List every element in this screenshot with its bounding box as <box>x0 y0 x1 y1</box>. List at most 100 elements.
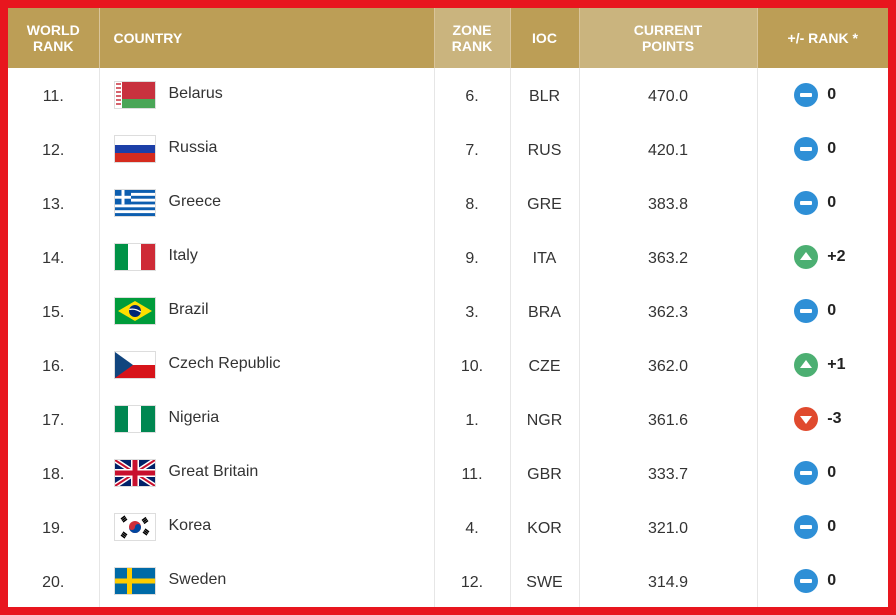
flag-italy-icon <box>113 243 156 271</box>
rank-change-cell: 0 <box>757 68 888 122</box>
rank-change-cell: 0 <box>757 122 888 176</box>
arrow-up-icon <box>794 352 819 377</box>
ioc-cell: NGR <box>510 392 580 446</box>
points-cell: 333.7 <box>579 446 758 500</box>
table-row: 16. Czech Republic 10. CZE 362.0 +1 <box>8 338 888 392</box>
rank-change-cell: 0 <box>757 554 888 607</box>
zone-rank-cell: 3. <box>434 284 511 338</box>
rank-change: 0 <box>794 190 851 215</box>
country-wrap: Czech Republic <box>113 351 434 379</box>
world-rank-cell: 18. <box>8 446 100 500</box>
rank-change-cell: +2 <box>757 230 888 284</box>
country-cell: Czech Republic <box>99 338 435 392</box>
arrow-up-icon <box>794 244 819 269</box>
rank-change-value: 0 <box>827 571 837 589</box>
zone-rank-cell: 12. <box>434 554 511 607</box>
ioc-cell: BLR <box>510 68 580 122</box>
flag-great-britain-icon <box>113 459 156 487</box>
points-cell: 420.1 <box>579 122 758 176</box>
flag-czech-republic-icon <box>113 351 156 379</box>
country-cell: Greece <box>99 176 435 230</box>
rank-change-cell: 0 <box>757 176 888 230</box>
world-rank-cell: 13. <box>8 176 100 230</box>
minus-icon <box>794 514 819 539</box>
country-wrap: Nigeria <box>113 405 434 433</box>
world-rank-cell: 19. <box>8 500 100 554</box>
header-world-rank: WORLD RANK <box>8 8 100 68</box>
rank-change-value: +2 <box>827 247 846 265</box>
flag-belarus-icon <box>113 81 156 109</box>
table-row: 12. Russia 7. RUS 420.1 0 <box>8 122 888 176</box>
flag-korea-icon <box>113 513 156 541</box>
zone-rank-cell: 9. <box>434 230 511 284</box>
table-row: 19. Korea 4. KOR 321.0 0 <box>8 500 888 554</box>
rank-change: 0 <box>794 514 851 539</box>
country-name: Great Britain <box>168 463 259 480</box>
minus-icon <box>794 568 819 593</box>
table-header-row: WORLD RANK COUNTRY ZONE RANK IOC CURRENT PO… <box>8 8 888 68</box>
ioc-cell: KOR <box>510 500 580 554</box>
country-name: Belarus <box>168 85 223 102</box>
zone-rank-cell: 1. <box>434 392 511 446</box>
header-zone-rank: ZONE RANK <box>434 8 511 68</box>
ioc-cell: ITA <box>510 230 580 284</box>
rank-change: +2 <box>794 244 851 269</box>
rank-change-value: 0 <box>827 517 837 535</box>
country-name: Nigeria <box>168 409 220 426</box>
rank-change-value: 0 <box>827 139 837 157</box>
flag-russia-icon <box>113 135 156 163</box>
world-rank-cell: 11. <box>8 68 100 122</box>
ioc-cell: GBR <box>510 446 580 500</box>
rank-change-value: 0 <box>827 85 837 103</box>
table-row: 17. Nigeria 1. NGR 361.6 -3 <box>8 392 888 446</box>
rank-change: +1 <box>794 352 851 377</box>
flag-nigeria-icon <box>113 405 156 433</box>
rank-change-value: 0 <box>827 193 837 211</box>
country-cell: Russia <box>99 122 435 176</box>
world-rank-cell: 20. <box>8 554 100 607</box>
points-cell: 361.6 <box>579 392 758 446</box>
rank-change-cell: +1 <box>757 338 888 392</box>
country-wrap: Italy <box>113 243 434 271</box>
country-name: Korea <box>168 517 212 534</box>
world-rank-cell: 16. <box>8 338 100 392</box>
country-cell: Korea <box>99 500 435 554</box>
country-cell: Nigeria <box>99 392 435 446</box>
rank-change-cell: -3 <box>757 392 888 446</box>
header-rank-change: +/- RANK * <box>757 8 888 68</box>
rank-change-value: +1 <box>827 355 846 373</box>
ioc-cell: CZE <box>510 338 580 392</box>
rank-change: 0 <box>794 82 851 107</box>
country-wrap: Brazil <box>113 297 434 325</box>
minus-icon <box>794 460 819 485</box>
points-cell: 314.9 <box>579 554 758 607</box>
world-rank-cell: 17. <box>8 392 100 446</box>
table-row: 13. Greece 8. GRE 383.8 0 <box>8 176 888 230</box>
rank-change: -3 <box>794 406 851 431</box>
flag-greece-icon <box>113 189 156 217</box>
table-row: 20. Sweden 12. SWE 314.9 0 <box>8 554 888 607</box>
rank-change-cell: 0 <box>757 446 888 500</box>
ioc-cell: GRE <box>510 176 580 230</box>
ioc-cell: RUS <box>510 122 580 176</box>
arrow-down-icon <box>794 406 819 431</box>
flag-sweden-icon <box>113 567 156 595</box>
country-name: Sweden <box>168 571 227 588</box>
rank-change-value: 0 <box>827 463 837 481</box>
points-cell: 362.3 <box>579 284 758 338</box>
header-ioc: IOC <box>510 8 580 68</box>
table-row: 14. Italy 9. ITA 363.2 +2 <box>8 230 888 284</box>
zone-rank-cell: 7. <box>434 122 511 176</box>
rank-change-value: 0 <box>827 301 837 319</box>
header-country: COUNTRY <box>99 8 435 68</box>
country-cell: Sweden <box>99 554 435 607</box>
minus-icon <box>794 136 819 161</box>
country-wrap: Greece <box>113 189 434 217</box>
country-name: Brazil <box>168 301 209 318</box>
minus-icon <box>794 82 819 107</box>
world-rank-cell: 12. <box>8 122 100 176</box>
points-cell: 470.0 <box>579 68 758 122</box>
points-cell: 362.0 <box>579 338 758 392</box>
country-cell: Belarus <box>99 68 435 122</box>
rank-change: 0 <box>794 460 851 485</box>
